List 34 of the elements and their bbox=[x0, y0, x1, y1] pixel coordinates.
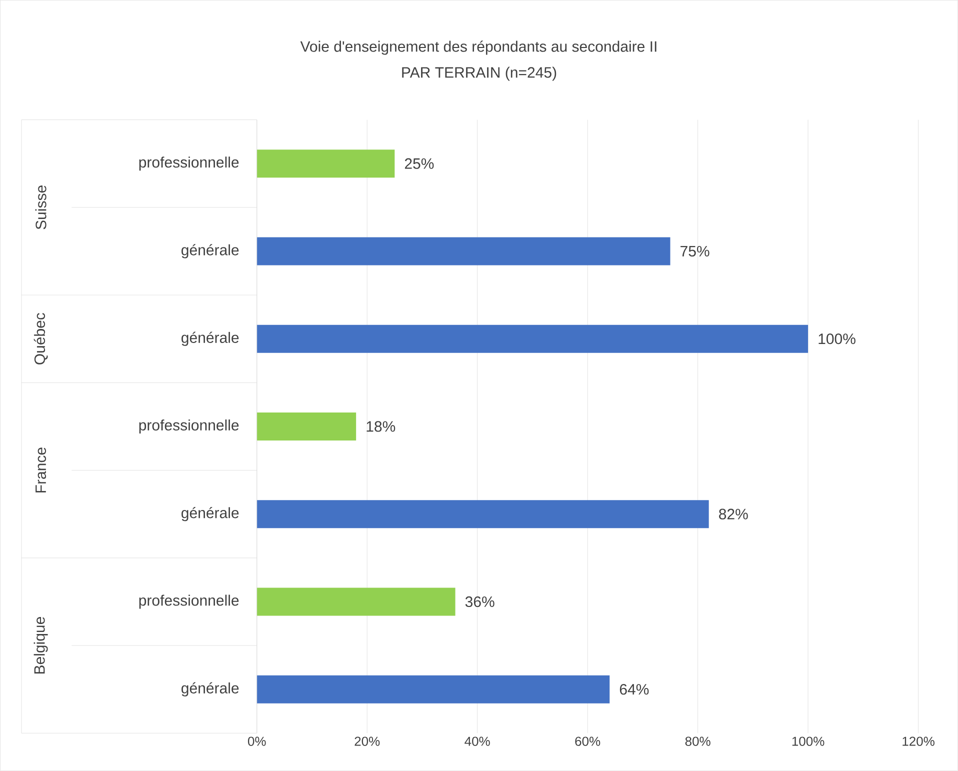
chart-title: Voie d'enseignement des répondants au secondaire II bbox=[300, 40, 656, 55]
text: Québec bbox=[34, 313, 48, 364]
bar bbox=[256, 324, 808, 353]
y-tick-label: générale bbox=[182, 244, 239, 258]
x-tick-label: 60% bbox=[575, 736, 600, 746]
data-label: 36% bbox=[465, 596, 494, 608]
x-tick-label: 40% bbox=[464, 736, 490, 746]
x-tick-label: 80% bbox=[685, 736, 710, 746]
x-tick-label: 100% bbox=[792, 736, 824, 746]
data-label: 18% bbox=[366, 421, 396, 432]
data-label: 64% bbox=[620, 684, 649, 695]
bar bbox=[256, 150, 395, 178]
text: France bbox=[36, 448, 46, 492]
x-tick-label: 0% bbox=[248, 736, 266, 746]
data-label: 25% bbox=[404, 158, 434, 169]
bar bbox=[256, 675, 610, 704]
text: Belgique bbox=[34, 617, 48, 674]
y-tick-label: professionnelle bbox=[139, 594, 239, 609]
data-label: 100% bbox=[818, 334, 856, 344]
chart-subtitle: PAR TERRAIN (n=245) bbox=[402, 66, 556, 81]
bar bbox=[256, 588, 456, 616]
x-tick-label: 20% bbox=[354, 736, 380, 746]
data-label: 82% bbox=[719, 508, 748, 520]
data-label: 75% bbox=[680, 246, 710, 257]
bar bbox=[256, 412, 356, 441]
y-tick-label: professionnelle bbox=[139, 420, 239, 434]
bar bbox=[256, 237, 670, 266]
bar bbox=[256, 500, 709, 528]
y-tick-label: professionnelle bbox=[139, 156, 239, 171]
y-tick-label: générale bbox=[182, 332, 239, 346]
y-tick-label: générale bbox=[182, 507, 239, 522]
text: Suisse bbox=[35, 186, 46, 230]
x-tick-label: 120% bbox=[902, 736, 934, 746]
y-tick-label: générale bbox=[182, 682, 239, 696]
